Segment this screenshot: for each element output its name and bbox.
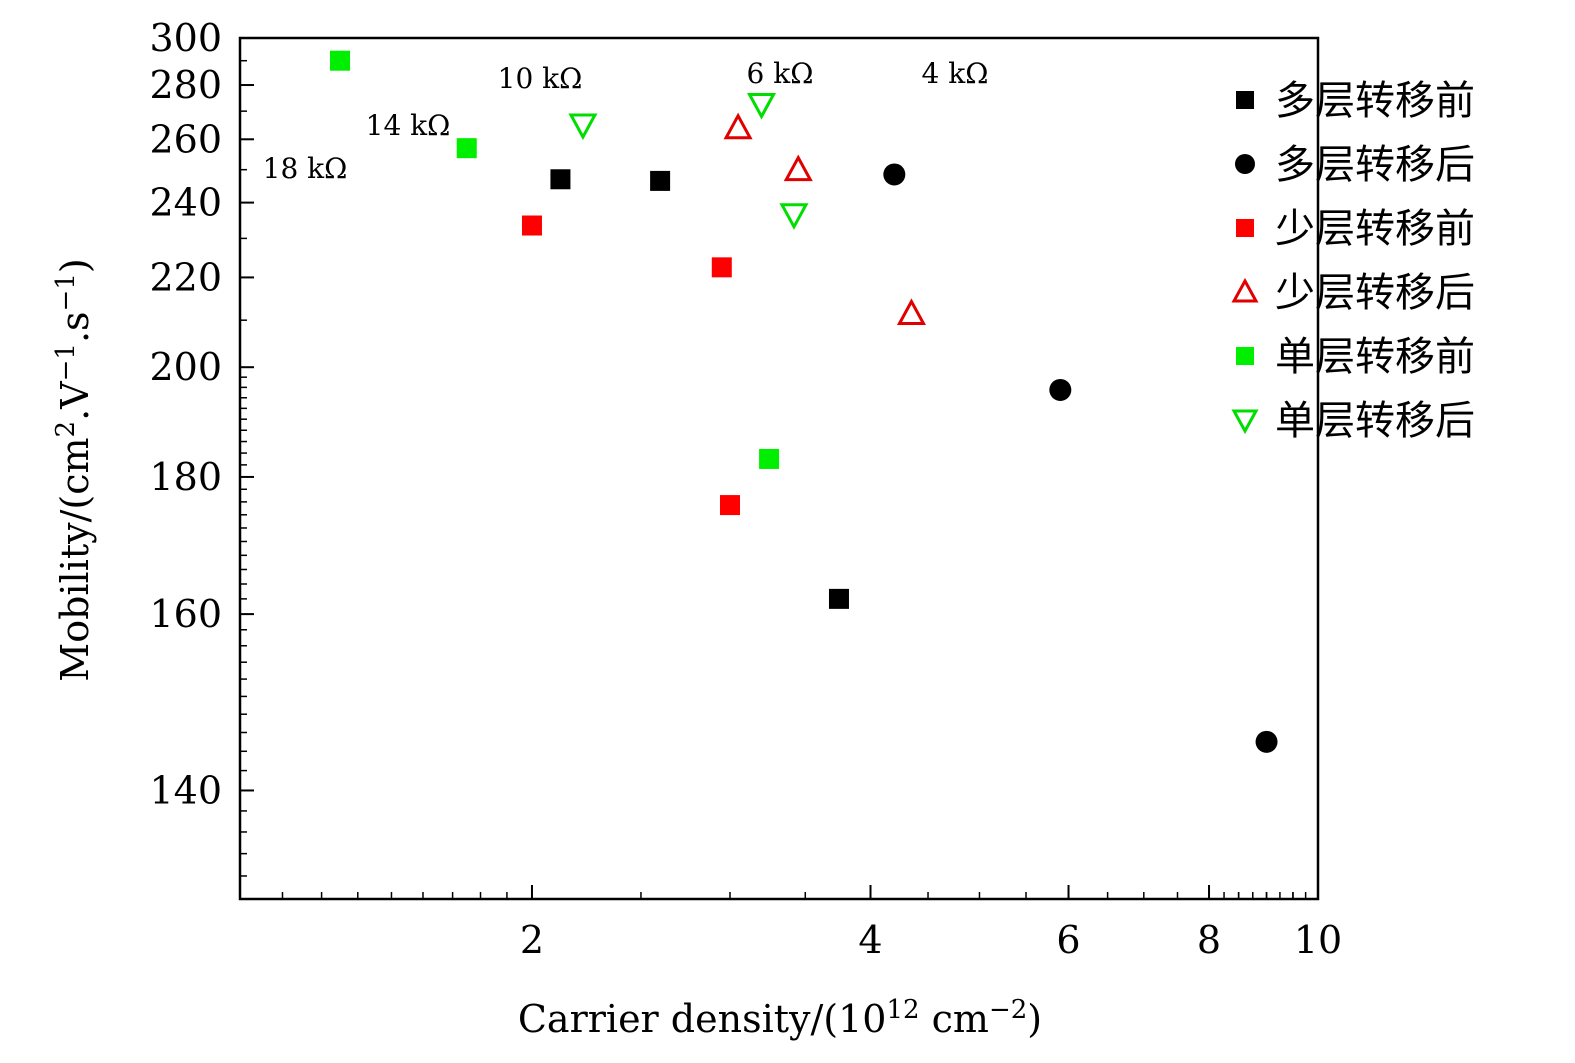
data-point	[1049, 378, 1072, 401]
iso-resistance-label: 18 kΩ	[263, 152, 348, 185]
data-point	[759, 448, 780, 469]
data-point	[550, 169, 571, 190]
y-axis-title-mid: .V	[53, 381, 97, 421]
legend-marker	[1236, 91, 1254, 109]
x-axis-title-end: )	[1027, 997, 1042, 1041]
x-tick-label: 8	[1197, 918, 1221, 962]
y-axis-title-main: Mobility/(cm	[53, 437, 97, 681]
data-point	[896, 298, 926, 326]
y-tick-label: 300	[149, 16, 222, 60]
iso-resistance-label: 10 kΩ	[498, 62, 583, 95]
y-tick-label: 180	[149, 455, 222, 499]
y-tick-label: 240	[149, 181, 222, 225]
y-tick-label: 280	[149, 63, 222, 107]
legend-marker	[1236, 219, 1254, 237]
data-point	[1255, 730, 1278, 753]
data-point	[783, 154, 813, 182]
y-tick-label: 160	[149, 592, 222, 636]
x-tick-label: 10	[1294, 918, 1342, 962]
y-tick-label: 260	[149, 117, 222, 161]
y-tick-label: 220	[149, 255, 222, 299]
data-point	[779, 203, 809, 230]
legend-marker	[1231, 409, 1259, 435]
data-point	[719, 495, 740, 516]
plot-frame	[238, 36, 1320, 901]
data-point	[746, 92, 777, 120]
iso-resistance-lines: 18 kΩ 14 kΩ 10 kΩ 6 kΩ 4 kΩ	[263, 57, 989, 185]
y-axis-title-mid2: .s	[53, 311, 97, 343]
data-point	[883, 163, 906, 186]
y-axis-title-sup3: −1	[51, 273, 81, 311]
legend-label: 少层转移前	[1275, 206, 1475, 252]
y-tick-label: 200	[149, 345, 222, 389]
x-axis-title-sup: 12	[886, 995, 919, 1025]
y-axis-title-sup2: −1	[51, 343, 81, 381]
data-point	[330, 50, 351, 71]
x-tick-label: 6	[1056, 918, 1080, 962]
data-points	[330, 50, 1278, 753]
legend-label: 少层转移后	[1275, 270, 1475, 316]
x-axis: 2 4 6 8 10	[239, 885, 1342, 962]
legend-label: 单层转移前	[1275, 334, 1475, 380]
iso-resistance-label: 14 kΩ	[366, 109, 451, 142]
legend-label: 多层转移前	[1275, 78, 1475, 124]
x-tick-label: 2	[520, 918, 544, 962]
data-point	[568, 113, 598, 141]
legend-label: 单层转移后	[1275, 398, 1475, 444]
data-point	[828, 588, 849, 609]
legend-label: 多层转移后	[1275, 142, 1475, 188]
data-point	[650, 170, 671, 191]
legend-marker	[1231, 277, 1259, 303]
iso-resistance-label: 6 kΩ	[747, 57, 814, 90]
y-axis-title-sup1: 2	[51, 421, 81, 438]
x-axis-title-mid: cm	[920, 997, 989, 1041]
y-axis-title-end: )	[53, 258, 97, 273]
y-tick-label: 140	[149, 768, 222, 812]
data-point	[711, 257, 732, 278]
legend-marker	[1235, 154, 1255, 174]
data-point	[456, 138, 477, 159]
x-tick-label: 4	[858, 918, 882, 962]
iso-resistance-label: 4 kΩ	[922, 57, 989, 90]
x-axis-title: Carrier density/(1012 cm−2)	[518, 995, 1042, 1041]
data-point	[723, 112, 753, 140]
data-point	[521, 215, 542, 236]
x-axis-title-sup2: −2	[989, 995, 1027, 1025]
legend-marker	[1236, 347, 1254, 365]
x-axis-title-main: Carrier density/(10	[518, 997, 887, 1041]
y-axis-title: Mobility/(cm2.V−1.s−1)	[51, 258, 97, 681]
